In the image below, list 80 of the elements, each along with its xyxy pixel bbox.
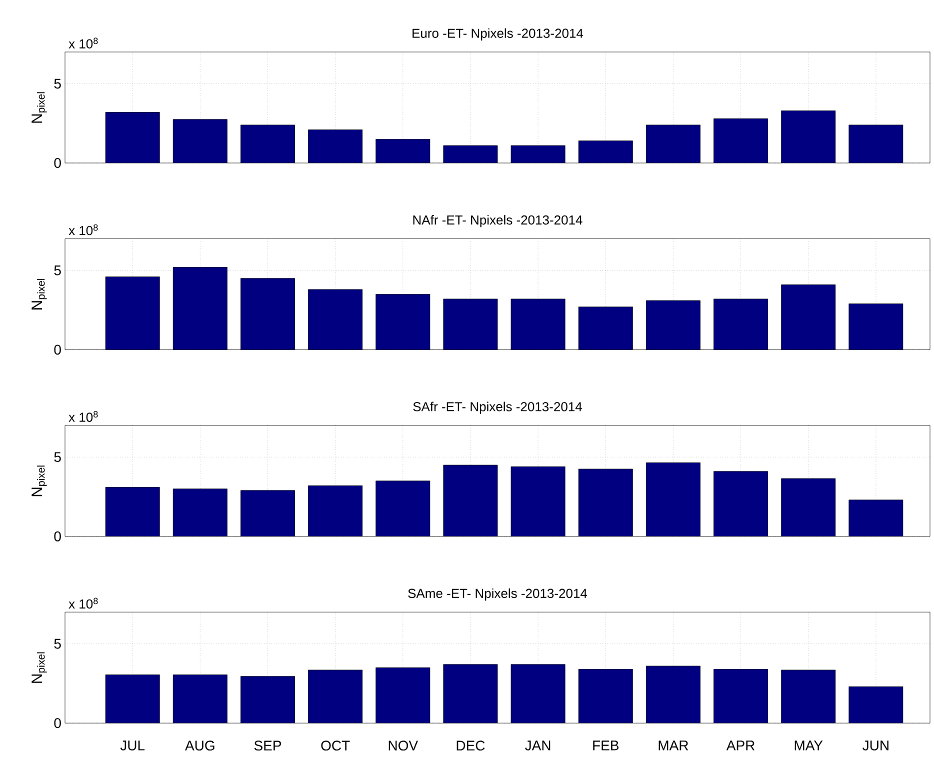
x-tick-label: SEP bbox=[254, 740, 282, 751]
bar bbox=[376, 668, 430, 724]
bar bbox=[443, 145, 498, 163]
bar bbox=[781, 110, 836, 163]
bar bbox=[240, 490, 295, 536]
chart-title: SAfr -ET- Npixels -2013-2014 bbox=[413, 402, 582, 414]
bar bbox=[106, 674, 160, 724]
y-axis-title: N$_{pixel}$ bbox=[32, 466, 47, 496]
bar bbox=[511, 664, 566, 724]
x-tick-label: FEB bbox=[593, 740, 619, 750]
y-tick-label: 0 bbox=[54, 531, 61, 542]
bar bbox=[646, 666, 700, 724]
x-tick-label: OCT bbox=[321, 740, 350, 751]
bar bbox=[510, 466, 566, 536]
bar bbox=[510, 298, 566, 350]
y-tick-label: 5 bbox=[54, 452, 61, 462]
bar bbox=[240, 676, 295, 724]
text: x 10$^{8}$ bbox=[68, 38, 98, 48]
bar bbox=[376, 480, 430, 536]
y-axis-title: N$_{pixel}$ bbox=[32, 92, 47, 123]
bar bbox=[240, 124, 295, 163]
bar bbox=[376, 139, 430, 163]
x-tick-label: NOV bbox=[388, 740, 418, 751]
bar bbox=[105, 276, 160, 350]
bar bbox=[578, 669, 633, 724]
bar bbox=[578, 140, 633, 163]
bar bbox=[172, 267, 228, 350]
bar bbox=[105, 487, 160, 536]
x-tick-label: JUN bbox=[862, 740, 888, 750]
text: x 10$^{8}$ bbox=[68, 224, 98, 236]
bar bbox=[443, 298, 498, 350]
bar bbox=[308, 670, 362, 724]
y-tick-label: 5 bbox=[54, 78, 61, 89]
bar bbox=[443, 664, 498, 724]
chart-title: SAme -ET- Npixels -2013-2014 bbox=[408, 588, 588, 601]
bar bbox=[781, 284, 836, 350]
bar bbox=[646, 462, 700, 536]
bar bbox=[781, 670, 836, 724]
x-tick-label: JUL bbox=[120, 740, 145, 750]
bar bbox=[308, 485, 363, 536]
bar bbox=[308, 129, 363, 163]
x-tick-label: MAY bbox=[794, 740, 823, 750]
bar bbox=[172, 119, 228, 163]
bar bbox=[240, 278, 295, 350]
bar bbox=[848, 304, 904, 350]
bar bbox=[646, 124, 700, 163]
chart-title: NAfr -ET- Npixels -2013-2014 bbox=[413, 215, 582, 228]
bar bbox=[376, 294, 430, 350]
bar bbox=[714, 471, 768, 536]
y-tick-label: 0 bbox=[54, 718, 61, 728]
y-axis-title: N$_{pixel}$ bbox=[32, 278, 47, 310]
bar bbox=[848, 500, 904, 536]
bar bbox=[781, 478, 836, 536]
bar bbox=[848, 124, 904, 163]
x-tick-label: DEC bbox=[456, 740, 485, 751]
x-tick-label: JAN bbox=[525, 740, 550, 750]
y-tick-label: 5 bbox=[54, 266, 61, 276]
y-tick-label: 0 bbox=[54, 344, 61, 355]
x-tick-label: AUG bbox=[185, 740, 214, 751]
bar bbox=[173, 674, 228, 724]
text: x 10$^{8}$ bbox=[68, 411, 98, 422]
y-tick-label: 5 bbox=[54, 638, 61, 649]
bar bbox=[714, 298, 768, 350]
text: x 10$^{8}$ bbox=[68, 598, 98, 609]
bar bbox=[578, 468, 633, 536]
bar bbox=[646, 300, 700, 350]
bar bbox=[105, 112, 160, 163]
x-tick-label: APR bbox=[726, 740, 755, 750]
bar bbox=[578, 306, 633, 350]
x-tick-label: MAR bbox=[658, 740, 688, 750]
bar bbox=[714, 669, 768, 724]
bar bbox=[172, 488, 228, 536]
chart-title: Euro -ET- Npixels -2013-2014 bbox=[412, 28, 584, 40]
bar bbox=[308, 289, 363, 350]
y-axis-title: N$_{pixel}$ bbox=[32, 652, 47, 683]
bar bbox=[714, 118, 768, 163]
bar bbox=[443, 464, 498, 536]
y-tick-label: 0 bbox=[54, 158, 61, 168]
bar bbox=[848, 686, 904, 724]
bar bbox=[510, 145, 566, 163]
